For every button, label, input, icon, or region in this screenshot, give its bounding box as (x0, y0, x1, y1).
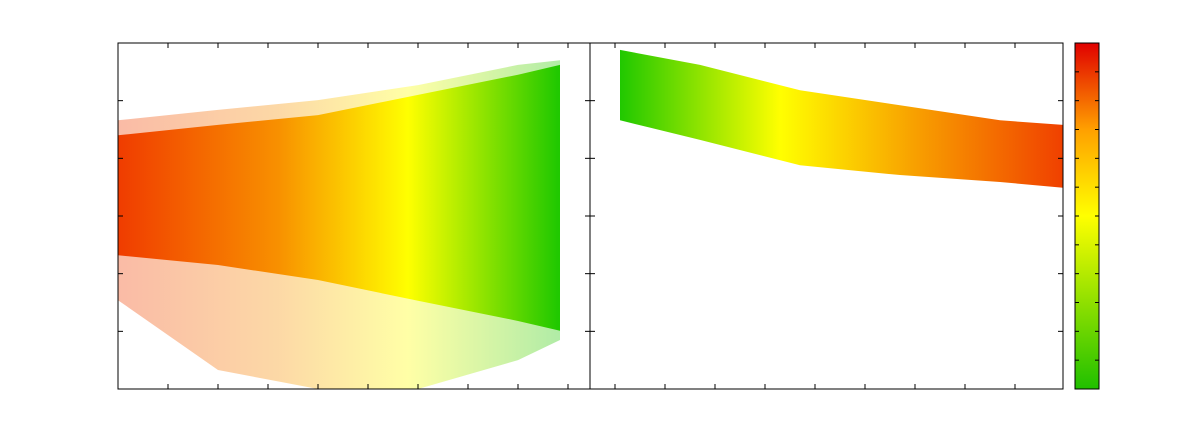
point-cloud (620, 49, 1063, 188)
plot-frame (589, 42, 1064, 390)
point-cloud (118, 64, 560, 331)
